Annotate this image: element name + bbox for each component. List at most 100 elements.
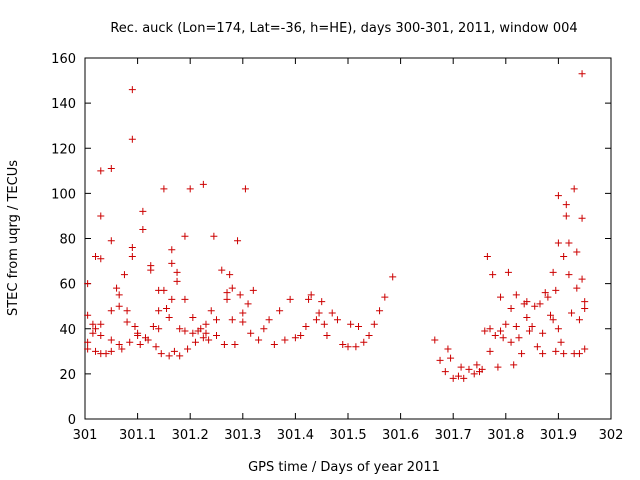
data-point (554, 239, 562, 247)
data-point (213, 316, 220, 324)
y-tick-label: 80 (59, 233, 76, 248)
data-point (549, 316, 557, 324)
data-point (355, 322, 363, 330)
data-point (128, 135, 136, 143)
data-point (578, 214, 586, 222)
data-point (581, 345, 589, 353)
data-point (184, 345, 192, 353)
data-point (581, 298, 589, 306)
data-point (573, 248, 581, 256)
data-point (155, 325, 163, 333)
data-point (181, 327, 189, 335)
data-point (191, 338, 199, 346)
data-point (444, 345, 452, 353)
data-point (228, 284, 236, 292)
data-point (260, 325, 268, 333)
data-point (281, 336, 289, 344)
data-point (84, 280, 92, 288)
data-point (170, 347, 178, 355)
y-tick-label: 60 (59, 278, 76, 293)
y-tick-label: 0 (68, 413, 76, 428)
data-point (199, 180, 207, 188)
data-point (123, 307, 131, 315)
data-point (226, 271, 234, 279)
data-point (84, 311, 92, 319)
x-tick-label: 301.5 (329, 428, 366, 443)
data-point (249, 286, 257, 294)
x-tick-label: 301.6 (382, 428, 419, 443)
data-point (128, 253, 136, 261)
data-point (107, 237, 115, 245)
data-point (223, 289, 231, 297)
data-point (312, 316, 320, 324)
data-point (239, 309, 247, 317)
data-point (365, 332, 373, 340)
data-point (210, 232, 218, 240)
data-point (231, 341, 239, 349)
chart-title: Rec. auck (Lon=174, Lat=-36, h=HE), days… (110, 21, 577, 36)
data-point (549, 268, 557, 276)
data-point (236, 291, 244, 299)
data-point (470, 370, 478, 378)
x-tick-label: 302 (599, 428, 624, 443)
data-point (163, 304, 171, 312)
data-point (168, 295, 176, 303)
data-point (244, 300, 252, 308)
data-point (223, 295, 231, 303)
data-point (113, 284, 121, 292)
data-point (165, 352, 173, 360)
data-point (189, 313, 197, 321)
x-axis-label: GPS time / Days of year 2011 (248, 460, 440, 475)
x-tick-label: 301.9 (540, 428, 577, 443)
data-point (173, 268, 181, 276)
data-point (207, 307, 215, 315)
data-point (565, 239, 573, 247)
data-point (552, 286, 560, 294)
data-point (515, 334, 523, 342)
data-point (144, 336, 152, 344)
data-point (89, 320, 97, 328)
data-point (504, 268, 512, 276)
data-point (318, 298, 326, 306)
data-point (436, 356, 444, 364)
data-point (115, 291, 123, 299)
data-point (460, 374, 468, 382)
data-point (562, 201, 570, 209)
data-point (97, 212, 105, 220)
x-axis: 301 301.1 301.2 301.3 301.4 301.5 301.6 301.7 30… (73, 58, 624, 443)
data-point (92, 253, 100, 261)
data-point (97, 332, 105, 340)
data-point (533, 343, 541, 351)
data-point (270, 341, 278, 349)
data-point (107, 347, 115, 355)
y-axis-label: STEC from uqrg / TECUs (6, 160, 21, 316)
data-point (581, 304, 589, 312)
x-tick-label: 301.8 (487, 428, 524, 443)
data-point (344, 343, 352, 351)
data-point (155, 307, 163, 315)
data-point (134, 332, 142, 340)
data-point (199, 334, 207, 342)
data-point (297, 332, 305, 340)
data-point (176, 325, 184, 333)
data-point (531, 302, 539, 310)
data-point (560, 350, 568, 358)
x-tick-label: 301.3 (224, 428, 261, 443)
data-point (376, 307, 384, 315)
data-point (494, 363, 502, 371)
data-point (107, 336, 115, 344)
data-point (118, 345, 126, 353)
y-tick-label: 160 (51, 52, 76, 67)
data-point (554, 325, 562, 333)
data-point (481, 327, 489, 335)
data-point (107, 307, 115, 315)
data-point (239, 318, 247, 326)
data-point (347, 320, 355, 328)
data-point (525, 327, 533, 335)
data-point (323, 332, 331, 340)
data-point (552, 347, 560, 355)
data-point (123, 318, 131, 326)
data-point (575, 316, 583, 324)
data-point (139, 207, 147, 215)
data-point (512, 291, 520, 299)
